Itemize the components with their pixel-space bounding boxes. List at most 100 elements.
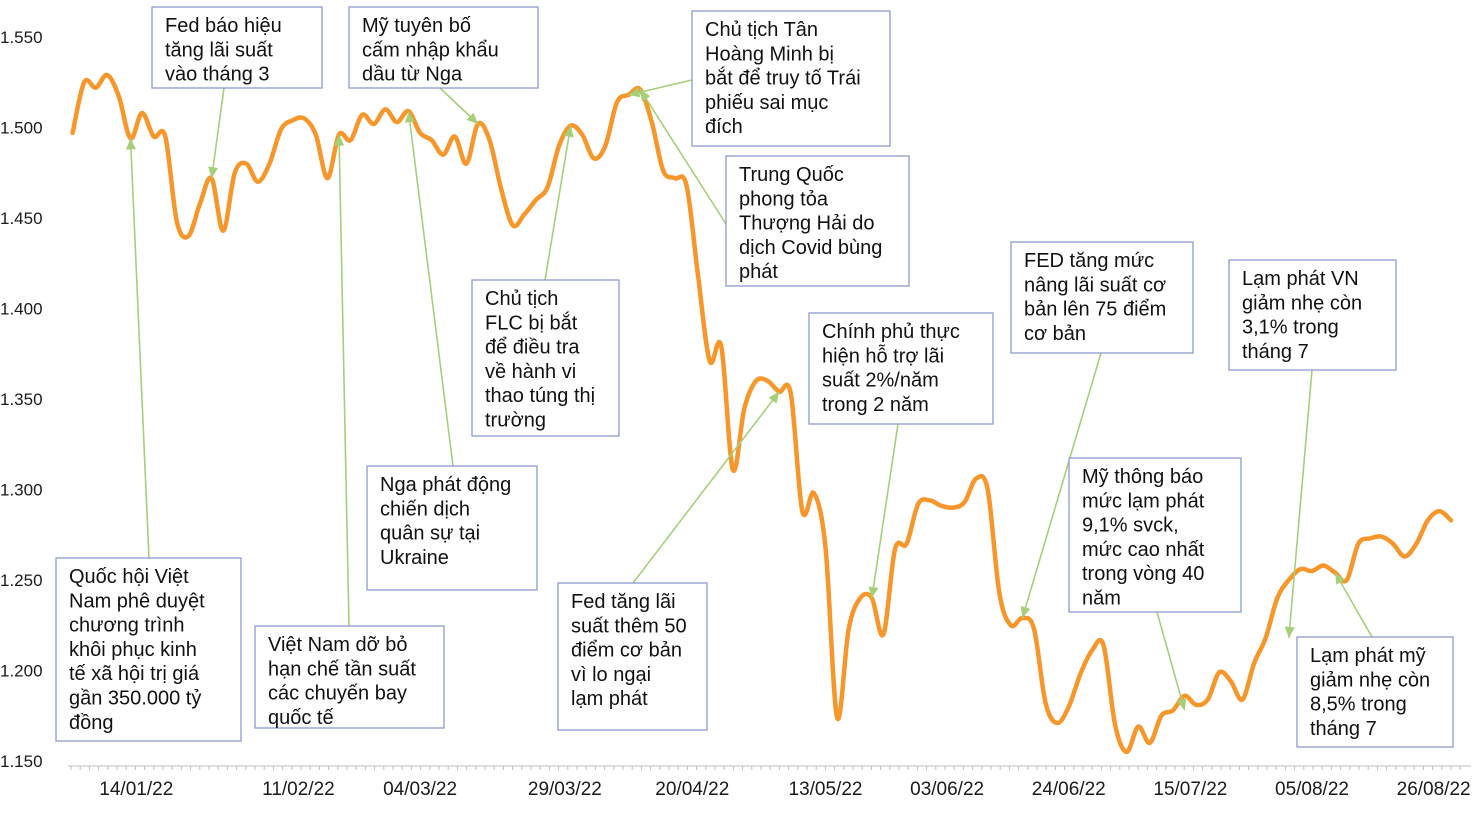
series-line bbox=[70, 72, 1454, 755]
y-tick-label: 1.400 bbox=[0, 300, 43, 319]
annotation-leader-line bbox=[871, 423, 899, 599]
annotation-text-line: quân sự tại bbox=[380, 523, 480, 545]
annotation-box bbox=[254, 625, 445, 729]
annotation-text-line: Mỹ thông báo bbox=[1082, 466, 1203, 488]
annotation-leader-line bbox=[1156, 611, 1186, 711]
annotation-text-line: cấm nhập khẩu bbox=[362, 39, 499, 61]
annotation-text-line: Việt Nam dỡ bỏ bbox=[268, 634, 407, 656]
annotation-leader-line bbox=[129, 138, 150, 559]
annotation-text-line: về hành vi bbox=[485, 361, 576, 383]
x-tick-label: 11/02/22 bbox=[262, 779, 335, 800]
x-tick-label: 15/07/22 bbox=[1153, 779, 1227, 800]
annotation-text-line: hạn chế tần suất bbox=[268, 658, 416, 680]
annotation-leader-line bbox=[544, 125, 572, 281]
y-tick-label: 1.250 bbox=[0, 571, 43, 590]
x-tick-label: 05/08/22 bbox=[1275, 779, 1349, 800]
annotation-arrowhead bbox=[208, 166, 219, 179]
y-tick-label: 1.550 bbox=[0, 28, 43, 47]
annotation-text-line: tăng lãi suất bbox=[165, 39, 273, 61]
annotation-box bbox=[348, 6, 539, 89]
annotation-arrowhead bbox=[1176, 698, 1187, 711]
annotation-text-line: tháng 7 bbox=[1242, 341, 1309, 363]
annotation-text-line: bản lên 75 điểm bbox=[1024, 299, 1166, 321]
annotation-text-line: Nam phê duyệt bbox=[69, 590, 205, 612]
annotation-box bbox=[151, 6, 323, 89]
x-tick-label: 26/08/22 bbox=[1397, 779, 1471, 800]
annotation-text-line: Lạm phát VN bbox=[1242, 268, 1359, 290]
y-tick-label: 1.450 bbox=[0, 209, 43, 228]
annotation-text-line: 9,1% svck, bbox=[1082, 515, 1179, 537]
annotation-arrowhead bbox=[1335, 572, 1345, 585]
x-tick-label: 20/04/22 bbox=[655, 779, 729, 800]
annotation-text-line: FLC bị bắt bbox=[485, 311, 578, 334]
annotation-leader-line bbox=[1288, 369, 1313, 638]
annotation-text-line: nâng lãi suất cơ bbox=[1024, 274, 1166, 296]
annotation-text-line: để điều tra bbox=[485, 337, 580, 359]
y-tick-label: 1.200 bbox=[0, 662, 43, 681]
annotation-arrowhead bbox=[466, 112, 478, 124]
annotation-text-line: trong 2 năm bbox=[822, 394, 929, 416]
annotation-text-line: suất 2%/năm bbox=[822, 370, 939, 392]
x-tick-label: 13/05/22 bbox=[789, 779, 863, 800]
x-tick-label: 04/03/22 bbox=[383, 779, 457, 800]
annotation-text-line: chương trình bbox=[69, 615, 184, 637]
annotation-leader-line bbox=[1021, 352, 1102, 619]
annotation-arrowhead bbox=[628, 87, 641, 98]
annotation-leader-line bbox=[407, 111, 454, 467]
annotation-box bbox=[725, 155, 910, 287]
annotation-box bbox=[1228, 259, 1397, 371]
annotation-leader-line bbox=[632, 391, 780, 584]
annotation-text-line: Fed báo hiệu bbox=[165, 15, 282, 37]
annotation-text-line: mức lạm phát bbox=[1082, 490, 1205, 512]
annotation-arrowhead bbox=[1284, 626, 1295, 638]
annotation-box bbox=[691, 10, 891, 147]
annotation-text-line: Trung Quốc bbox=[739, 164, 844, 186]
annotation-arrowhead bbox=[563, 125, 574, 138]
annotation-text-line: quốc tế bbox=[268, 707, 334, 729]
annotation-leader-line bbox=[639, 89, 727, 225]
annotation-text-line: Hoàng Minh bị bbox=[705, 43, 834, 65]
x-tick-label: 29/03/22 bbox=[528, 779, 602, 800]
y-axis: 1.150 1.200 1.250 1.300 1.350 1.400 1.450 1.500… bbox=[0, 28, 43, 771]
annotation-text-line: lạm phát bbox=[571, 688, 648, 710]
annotation-text-line: điểm cơ bản bbox=[571, 640, 682, 662]
y-tick-label: 1.150 bbox=[0, 752, 43, 771]
annotation-text-line: Fed tăng lãi bbox=[571, 591, 676, 613]
annotation-text-line: Chủ tịch Tân bbox=[705, 19, 818, 41]
annotation-text-line: đồng bbox=[69, 712, 114, 734]
annotation-box bbox=[1296, 636, 1454, 748]
annotation-text-line: Mỹ tuyên bố bbox=[362, 15, 471, 37]
annotation-arrowhead bbox=[125, 138, 136, 150]
annotation-text-line: các chuyến bay bbox=[268, 683, 407, 705]
x-tick-label: 03/06/22 bbox=[910, 779, 984, 800]
x-tick-label: 24/06/22 bbox=[1032, 779, 1106, 800]
annotation-leaders bbox=[125, 79, 1373, 711]
annotation-arrowhead bbox=[1020, 606, 1031, 619]
annotation-box bbox=[471, 279, 620, 437]
annotation-text-line: Chính phủ thực bbox=[822, 321, 960, 343]
annotation-box bbox=[557, 582, 708, 731]
annotation-text-line: đích bbox=[705, 116, 743, 138]
annotation-text-line: dầu từ Nga bbox=[362, 64, 463, 86]
annotation-text-line: vì lo ngại bbox=[571, 664, 651, 686]
y-tick-label: 1.350 bbox=[0, 390, 43, 409]
annotation-text-line: 8,5% trong bbox=[1310, 694, 1407, 716]
y-tick-label: 1.500 bbox=[0, 119, 43, 138]
annotation-text-line: suất thêm 50 bbox=[571, 615, 687, 637]
annotation-text-line: mức cao nhất bbox=[1082, 539, 1205, 561]
annotation-text-line: tháng 7 bbox=[1310, 718, 1377, 740]
annotation-box bbox=[1010, 241, 1194, 354]
annotation-leader-line bbox=[210, 87, 225, 179]
annotation-arrowhead bbox=[640, 89, 651, 102]
annotation-arrowhead bbox=[404, 111, 415, 123]
